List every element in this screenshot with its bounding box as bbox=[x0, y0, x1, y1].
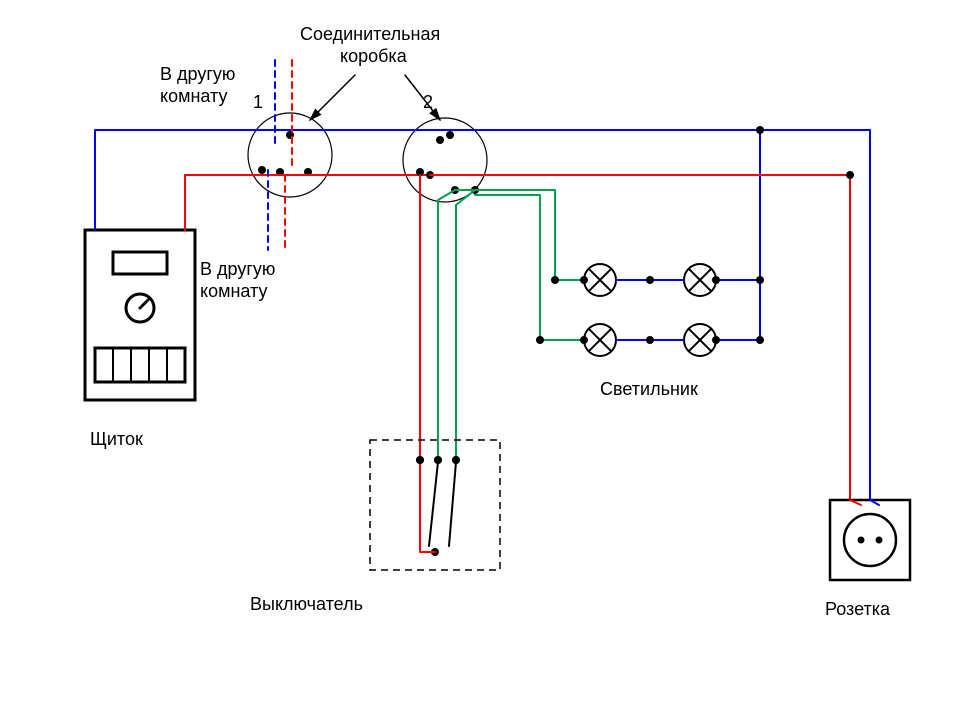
panel bbox=[85, 230, 195, 400]
svg-text:Выключатель: Выключатель bbox=[250, 594, 363, 614]
svg-text:коробка: коробка bbox=[340, 46, 408, 66]
lamp bbox=[684, 324, 716, 356]
label-lamp: Светильник bbox=[600, 379, 698, 399]
svg-text:Розетка: Розетка bbox=[825, 599, 891, 619]
label-other-room-top: В другую bbox=[160, 64, 235, 84]
svg-text:комнату: комнату bbox=[200, 281, 267, 301]
svg-text:1: 1 bbox=[253, 92, 263, 112]
label-junction: Соединительная bbox=[300, 24, 440, 44]
lamp bbox=[684, 264, 716, 296]
label-other-room-bottom: В другую bbox=[200, 259, 275, 279]
svg-text:Щиток: Щиток bbox=[90, 429, 143, 449]
lamp bbox=[584, 324, 616, 356]
socket bbox=[830, 500, 910, 580]
junction-box-1 bbox=[248, 113, 332, 197]
svg-text:2: 2 bbox=[423, 92, 433, 112]
lamp bbox=[584, 264, 616, 296]
switch bbox=[370, 440, 500, 570]
svg-text:комнату: комнату bbox=[160, 86, 227, 106]
